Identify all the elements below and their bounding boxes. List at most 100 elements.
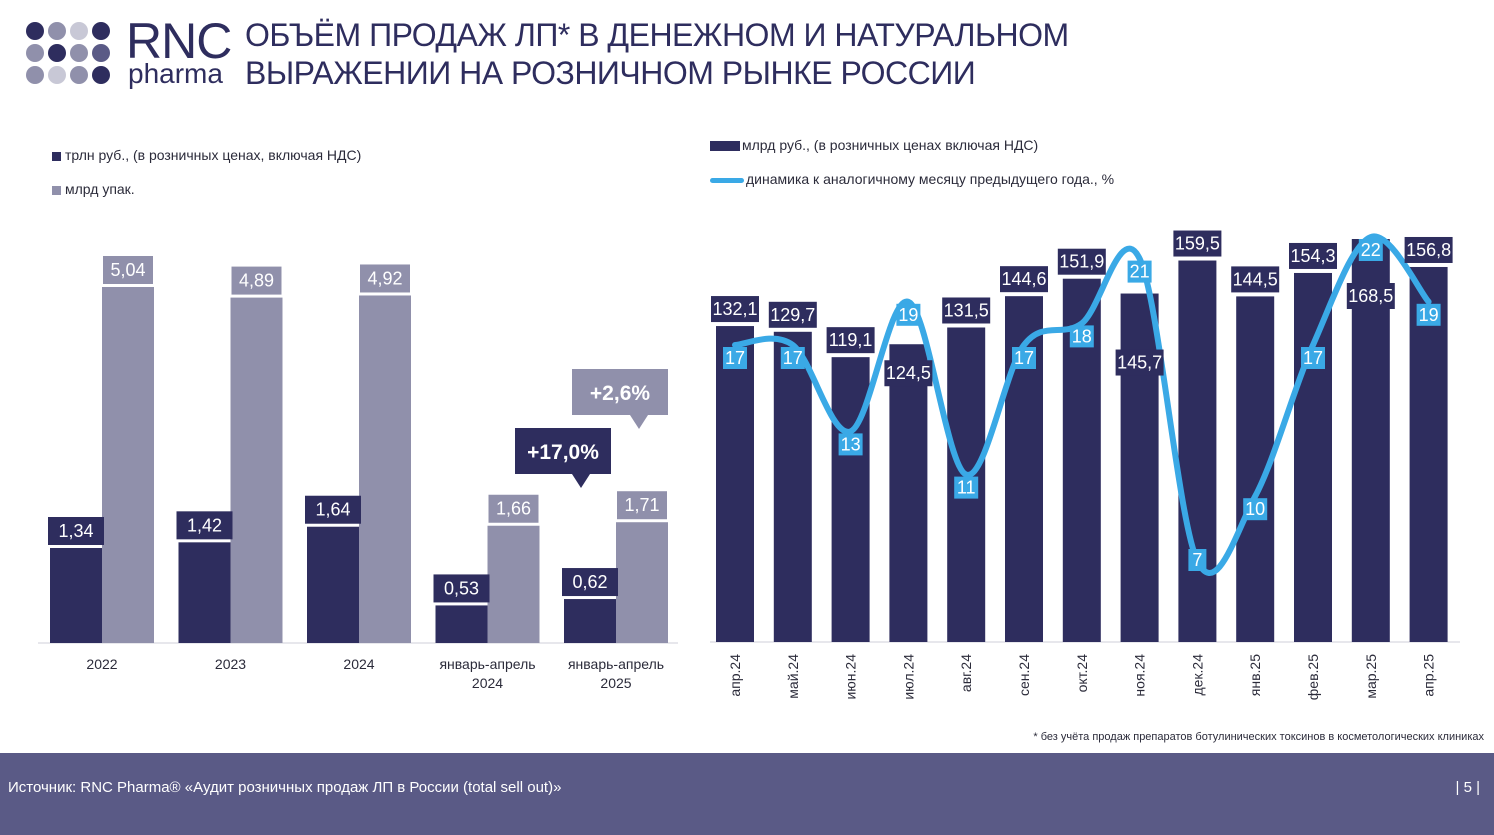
data-label-bar-text: 132,1 [712, 299, 757, 319]
left-legend-item-packs: млрд упак. [52, 181, 135, 197]
data-label-line-bg [1358, 239, 1383, 261]
data-label-line-text: 18 [1072, 326, 1092, 346]
data-label-line: 19 [1416, 303, 1441, 326]
bar-monthly-sales [716, 326, 754, 642]
x-tick-label: 2024 [472, 675, 503, 691]
data-label-rub-text: 1,64 [315, 500, 350, 520]
data-label-rub-text: 0,62 [572, 572, 607, 592]
data-label-packs-bg [231, 266, 282, 295]
bar-rub [178, 542, 231, 643]
page-title-line-1: ОБЪЁМ ПРОДАЖ ЛП* В ДЕНЕЖНОМ И НАТУРАЛЬНО… [245, 17, 1069, 53]
x-tick-label: январь-апрель [568, 656, 664, 672]
bar-rub [50, 548, 102, 643]
bar-monthly-sales [1294, 272, 1332, 642]
data-label-line: 7 [1188, 549, 1207, 571]
data-label-rub: 1,34 [48, 517, 104, 545]
data-label-line-text: 11 [957, 478, 976, 498]
data-label-line-text: 17 [1014, 348, 1034, 368]
bar-packs [359, 295, 411, 643]
x-tick-label: июл.24 [900, 654, 916, 700]
data-label-line-text: 21 [1130, 262, 1150, 282]
x-tick-label: дек.24 [1189, 654, 1205, 696]
data-label-line-bg [723, 347, 747, 369]
data-label-line-text: 17 [725, 348, 745, 368]
data-label-bar-bg [942, 297, 991, 324]
data-label-bar-bg [1057, 248, 1106, 275]
legend-label: млрд упак. [65, 181, 135, 197]
x-tick-label: окт.24 [1074, 654, 1090, 693]
rnc-pharma-logo: RNC pharma [26, 13, 232, 92]
annotation-box [572, 369, 668, 415]
data-label-packs: 4,89 [231, 266, 282, 295]
data-label-line-bg [780, 347, 805, 369]
data-label-packs-text: 4,89 [239, 271, 274, 291]
data-label-packs: 4,92 [360, 264, 410, 293]
data-label-bar-bg [884, 360, 933, 387]
footnote: * без учёта продаж препаратов ботулиниче… [1033, 731, 1484, 743]
data-label-bar-text: 131,5 [944, 300, 989, 320]
data-label-bar-text: 124,5 [886, 363, 931, 383]
left-legend-item-rub: трлн руб., (в розничных ценах, включая Н… [52, 147, 361, 163]
data-label-bar: 124,5 [884, 360, 933, 387]
data-label-bar-text: 168,5 [1348, 286, 1393, 306]
data-label-bar-text: 156,8 [1406, 240, 1451, 260]
data-label-line-bg [1416, 303, 1441, 326]
x-tick-label: ноя.24 [1132, 654, 1148, 697]
data-label-bar-bg [1289, 242, 1337, 269]
x-tick-label: 2025 [600, 675, 631, 691]
data-label-bar: 144,5 [1231, 266, 1280, 293]
data-label-bar-text: 144,5 [1233, 269, 1278, 289]
data-label-line-bg [1127, 260, 1152, 283]
data-label-line-bg [896, 303, 921, 326]
data-label-line-text: 19 [898, 305, 918, 325]
bar-monthly-sales [889, 344, 928, 642]
logo-text-pharma: pharma [128, 58, 223, 89]
bar-packs [487, 525, 540, 643]
data-label-bar: 144,6 [1000, 266, 1048, 293]
x-tick-label: январь-апрель [439, 656, 535, 672]
data-label-packs-text: 4,92 [367, 268, 402, 288]
data-label-line: 22 [1358, 239, 1383, 261]
x-tick-label: июн.24 [843, 654, 859, 700]
data-label-bar-text: 129,7 [770, 305, 815, 325]
monthly-sales-chart: апр.24 май.24 июн.24 июл.24 авг.24 сен.24 окт.… [710, 230, 1460, 700]
data-label-line-text: 10 [1245, 499, 1265, 519]
data-label-bar-text: 145,7 [1117, 353, 1162, 373]
legend-swatch [710, 141, 740, 152]
data-label-rub: 1,64 [305, 495, 361, 524]
data-label-bar: 145,7 [1115, 349, 1164, 376]
data-label-bar-text: 119,1 [829, 330, 873, 350]
data-label-rub: 0,53 [433, 574, 490, 603]
data-label-rub-bg [562, 568, 618, 597]
legend-swatch [710, 177, 744, 183]
x-tick-label: мар.25 [1363, 654, 1379, 699]
data-label-bar-bg [1346, 283, 1395, 309]
bar-monthly-sales [1120, 293, 1159, 642]
source-text: Источник: RNC Pharma® «Аудит розничных п… [8, 779, 562, 796]
data-label-rub-bg [433, 574, 490, 603]
data-label-bar: 159,5 [1173, 230, 1222, 257]
data-label-line-text: 17 [1303, 348, 1323, 368]
bar-packs [102, 287, 154, 643]
x-tick-label: янв.25 [1247, 654, 1263, 696]
data-label-bar: 132,1 [711, 296, 759, 323]
data-label-rub-bg [305, 495, 361, 524]
data-label-line: 21 [1127, 260, 1152, 283]
annotation-text: +17,0% [527, 441, 599, 464]
data-label-bar: 156,8 [1404, 236, 1453, 263]
annotation-text: +2,6% [590, 382, 650, 405]
right-legend-item-bars: млрд руб., (в розничных ценах включая НД… [710, 137, 1038, 153]
data-label-line-bg [1012, 347, 1036, 369]
logo-text-rnc: RNC [126, 13, 232, 69]
data-label-bar: 151,9 [1057, 248, 1106, 275]
data-label-line: 10 [1243, 498, 1268, 521]
data-label-line-bg [1069, 325, 1094, 348]
data-label-bar-bg [1404, 236, 1453, 263]
data-label-bar: 154,3 [1289, 242, 1337, 269]
data-label-packs-bg [488, 494, 539, 523]
data-label-line: 13 [838, 433, 863, 456]
data-label-packs: 5,04 [103, 256, 153, 284]
page-title: ОБЪЁМ ПРОДАЖ ЛП* В ДЕНЕЖНОМ И НАТУРАЛЬНО… [245, 16, 1069, 92]
x-tick-label: апр.24 [727, 654, 743, 697]
annotation-pointer [630, 415, 648, 429]
